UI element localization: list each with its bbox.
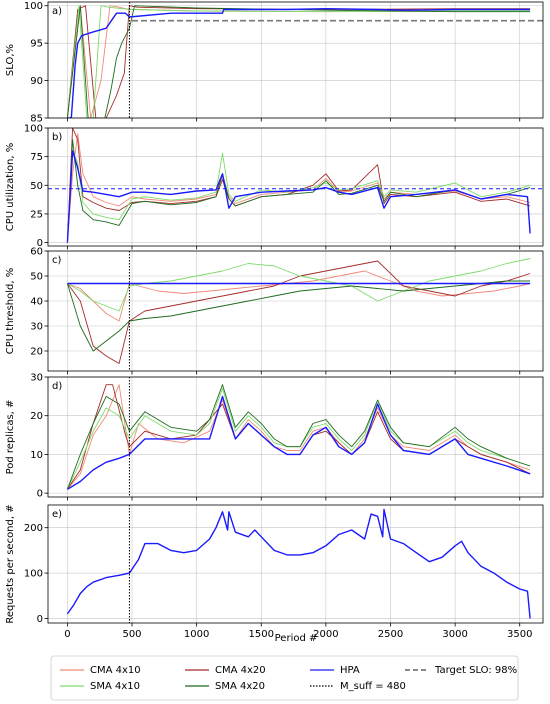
series-line-sma-4x10 (66, 150, 531, 243)
legend-entry-cma-4x10: CMA 4x10 (60, 665, 141, 676)
x-tick-label: 500 (122, 629, 141, 640)
x-tick-label: 1500 (249, 629, 274, 640)
legend-entry-cma-4x20: CMA 4x20 (185, 665, 266, 676)
series-line-cma-4x10 (67, 384, 531, 490)
plot-area (66, 505, 531, 623)
legend-label: CMA 4x20 (215, 665, 266, 676)
plot-area (66, 377, 531, 497)
panel-b: 0 25 50 75 100 b) CPU utilization, % (5, 124, 544, 250)
y-tick-label: 20 (30, 411, 43, 422)
axes-frame (47, 376, 544, 498)
y-axis-label: Pod replicas, # (5, 400, 16, 475)
series-line-sma-4x10 (67, 258, 531, 312)
legend-label: M_suff = 480 (340, 681, 406, 692)
axes-frame (47, 250, 544, 372)
series-line-hpa (67, 395, 531, 490)
axes-frame (47, 1, 544, 119)
y-tick-label: 100 (24, 1, 43, 12)
panel-a: 85 90 95 100 a) SLO,% (5, 1, 544, 125)
plot-area (66, 251, 531, 371)
series-line-cma-4x10 (67, 270, 531, 322)
legend-label: Target SLO: 98% (434, 665, 517, 676)
legend-label: SMA 4x20 (215, 681, 265, 692)
x-axis-label: Period # (275, 633, 318, 644)
series-line-cma-4x20 (67, 384, 531, 490)
plot-area (48, 128, 543, 243)
y-tick-label: 50 (30, 272, 43, 283)
y-axis-label: Requests per second, # (5, 504, 16, 623)
y-tick-label: 90 (30, 76, 43, 87)
y-tick-label: 30 (30, 322, 43, 333)
panel-label: c) (52, 255, 61, 266)
y-axis-label: CPU threshold, % (5, 268, 16, 354)
legend-entry-m-suff-480: M_suff = 480 (310, 681, 406, 692)
y-tick-label: 0 (37, 614, 43, 625)
legend-label: CMA 4x10 (90, 665, 141, 676)
legend-entry-sma-4x20: SMA 4x20 (185, 681, 265, 692)
series-line-sma-4x10 (66, 5, 531, 118)
y-tick-label: 100 (24, 124, 43, 135)
legend-label: SMA 4x10 (90, 681, 140, 692)
x-tick-label: 0 (64, 629, 70, 640)
legend-box (50, 655, 519, 701)
legend: CMA 4x10 CMA 4x20 HPA Target SLO: 98% SMA 4x… (50, 655, 519, 701)
x-tick-label: 2000 (313, 629, 338, 640)
panel-label: d) (52, 381, 62, 392)
y-axis-label: SLO,% (5, 44, 16, 76)
panel-d: 0 10 20 30 d) Pod replicas, # (5, 373, 544, 501)
panel-label: b) (52, 132, 62, 143)
axes-frame (47, 127, 544, 247)
series-line-cma-4x10 (66, 5, 531, 118)
panel-label: a) (52, 6, 62, 17)
y-tick-label: 75 (30, 152, 43, 163)
series-line-hpa (66, 508, 531, 619)
series-line-sma-4x20 (66, 280, 531, 352)
legend-entry-hpa: HPA (310, 665, 360, 676)
y-tick-label: 0 (37, 489, 43, 500)
x-tick-label: 3500 (507, 629, 532, 640)
plot-area (66, 2, 543, 118)
panel-label: e) (52, 509, 62, 520)
series-line-sma-4x20 (66, 384, 531, 490)
y-tick-label: 30 (30, 373, 43, 384)
series-line-hpa (66, 150, 531, 243)
series-line-cma-4x10 (66, 133, 531, 243)
panel-c: 20 30 40 50 60 c) CPU threshold, % (5, 247, 544, 375)
x-tick-label: 2500 (378, 629, 403, 640)
series-line-cma-4x20 (67, 260, 531, 364)
y-tick-label: 100 (24, 569, 43, 580)
y-tick-label: 20 (30, 347, 43, 358)
x-tick-label: 3000 (442, 629, 467, 640)
series-line-sma-4x20 (66, 139, 531, 243)
series-line-hpa (67, 7, 531, 118)
y-tick-label: 50 (30, 181, 43, 192)
y-tick-label: 85 (30, 114, 43, 125)
legend-entry-sma-4x10: SMA 4x10 (60, 681, 140, 692)
y-tick-label: 25 (30, 209, 43, 220)
y-tick-label: 60 (30, 247, 43, 258)
y-tick-label: 200 (24, 523, 43, 534)
legend-label: HPA (340, 665, 360, 676)
y-tick-label: 40 (30, 297, 43, 308)
x-tick-label: 1000 (184, 629, 209, 640)
legend-entry-target-slo-98: Target SLO: 98% (405, 665, 517, 676)
axes-frame (47, 504, 544, 624)
series-line-sma-4x20 (66, 5, 531, 118)
y-tick-label: 0 (37, 238, 43, 249)
y-axis-label: CPU utilization, % (5, 143, 16, 232)
series-line-cma-4x20 (66, 5, 531, 118)
y-tick-label: 95 (30, 39, 43, 50)
y-tick-label: 10 (30, 450, 43, 461)
